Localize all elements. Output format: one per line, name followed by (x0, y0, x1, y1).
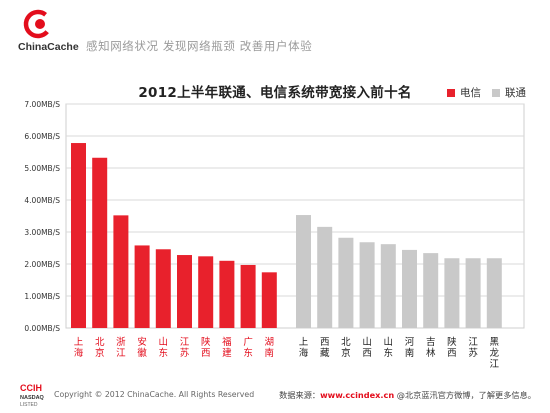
footer-copyright: Copyright © 2012 ChinaCache. All Rights … (54, 390, 255, 399)
unicom-bar (486, 258, 502, 328)
unicom-bar (359, 242, 375, 328)
chart-title: 2012上半年联通、电信系统带宽接入前十名 (138, 85, 412, 101)
y-tick-label: 6.00MB/S (24, 132, 60, 141)
footer-mark-mid: NASDAQ (20, 395, 45, 401)
ccih-nasdaq-logo: CCIH NASDAQ LISTED (20, 383, 45, 408)
footer-mark-bottom: LISTED (20, 402, 38, 408)
telecom-category-label: 湖南 (265, 337, 275, 359)
logo-wordmark: ChinaCache (18, 41, 79, 53)
telecom-category-label: 山东 (159, 337, 169, 359)
telecom-category-label: 北京 (95, 337, 105, 359)
unicom-bar (402, 249, 417, 328)
footer-source-suffix: @北京蓝汛官方微博，了解更多信息。 (394, 390, 536, 400)
telecom-bar (219, 260, 235, 328)
legend-label-unicom: 联通 (505, 87, 526, 99)
telecom-bar (198, 256, 214, 328)
unicom-bar (338, 237, 354, 328)
y-tick-label: 3.00MB/S (24, 228, 60, 237)
brand-tagline: 感知网络状况 发现网络瓶颈 改善用户体验 (86, 39, 313, 53)
legend-item-telecom: 电信 (447, 85, 481, 100)
unicom-bar (423, 253, 439, 328)
unicom-category-label: 山东 (384, 337, 394, 359)
legend-item-unicom: 联通 (492, 85, 526, 100)
y-tick-label: 4.00MB/S (24, 196, 60, 205)
unicom-bar (296, 215, 311, 328)
telecom-category-label: 安徽 (137, 336, 147, 359)
y-tick-label: 0.00MB/S (24, 324, 60, 333)
footer-mark-top: CCIH (20, 383, 42, 393)
telecom-bar (155, 249, 171, 328)
unicom-category-label: 黑龙江 (490, 337, 500, 370)
telecom-category-label: 陕西 (201, 336, 211, 359)
unicom-category-label: 西藏 (320, 337, 330, 359)
telecom-category-label: 上海 (74, 337, 84, 359)
telecom-category-label: 广东 (243, 336, 253, 359)
unicom-bar (317, 226, 333, 328)
telecom-category-label: 浙江 (116, 336, 126, 359)
legend-swatch-unicom (492, 88, 500, 97)
footer-source: 数据来源：www.ccindex.cn @北京蓝汛官方微博，了解更多信息。 (279, 389, 536, 401)
y-tick-label: 5.00MB/S (24, 164, 60, 173)
y-tick-label: 2.00MB/S (24, 260, 60, 269)
footer-source-prefix: 数据来源： (279, 390, 321, 400)
unicom-bar (380, 244, 396, 328)
telecom-bar (71, 143, 86, 328)
legend-swatch-telecom (447, 88, 455, 97)
telecom-bar (261, 272, 277, 328)
unicom-category-label: 山西 (362, 337, 372, 359)
unicom-bar (465, 258, 481, 328)
unicom-bar (444, 258, 460, 328)
telecom-bar (177, 255, 192, 328)
unicom-category-label: 上海 (299, 337, 309, 359)
telecom-bar (134, 245, 150, 328)
unicom-category-label: 江苏 (468, 337, 478, 359)
unicom-category-label: 吉林 (426, 337, 436, 359)
unicom-category-label: 河南 (405, 336, 415, 359)
footer-source-link[interactable]: www.ccindex.cn (320, 390, 395, 400)
unicom-category-label: 陕西 (447, 336, 457, 359)
y-tick-label: 7.00MB/S (24, 100, 60, 109)
unicom-category-label: 北京 (341, 337, 351, 359)
chinacache-logo: ChinaCache (18, 9, 79, 53)
telecom-bar (113, 215, 129, 328)
telecom-bar (92, 157, 108, 328)
y-tick-label: 1.00MB/S (24, 292, 60, 301)
legend-label-telecom: 电信 (460, 87, 481, 99)
telecom-category-label: 江苏 (180, 337, 190, 359)
telecom-bar (240, 264, 256, 328)
telecom-category-label: 福建 (222, 336, 232, 359)
